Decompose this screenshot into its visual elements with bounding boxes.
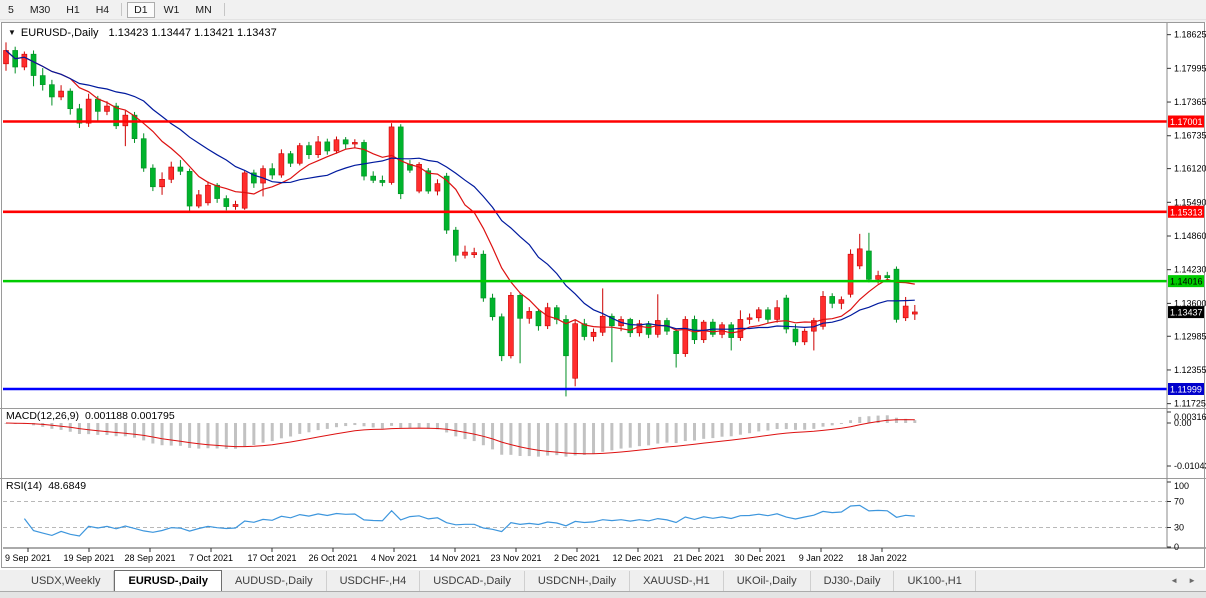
date-label: 23 Nov 2021	[490, 553, 541, 563]
date-label: 12 Dec 2021	[612, 553, 663, 563]
hlines-layer: 1.17001 1.15313 1.14016 1.11999 1.13437	[3, 115, 1205, 395]
timeframe-button-d1[interactable]: D1	[127, 1, 155, 18]
date-label: 18 Jan 2022	[857, 553, 907, 563]
svg-text:1.17001: 1.17001	[1170, 117, 1203, 127]
svg-text:1.17365: 1.17365	[1174, 97, 1206, 107]
svg-text:1.11725: 1.11725	[1174, 399, 1206, 409]
svg-text:1.11999: 1.11999	[1170, 384, 1202, 394]
macd-layer	[4, 415, 917, 457]
tab-usdchf-h4[interactable]: USDCHF-,H4	[327, 571, 421, 591]
svg-text:1.12355: 1.12355	[1174, 365, 1206, 375]
tab-xauusd-h1[interactable]: XAUUSD-,H1	[630, 571, 724, 591]
toolbar-separator	[223, 3, 225, 16]
rsi-name: RSI(14)	[6, 480, 43, 492]
tab-eurusd-daily[interactable]: EURUSD-,Daily	[114, 570, 222, 591]
timeframe-toolbar: 5 M30 H1 H4 D1 W1 MN	[0, 0, 1206, 20]
chart-plot-area[interactable]	[3, 28, 1167, 408]
tab-ukoil-daily[interactable]: UKOil-,Daily	[724, 571, 811, 591]
date-label: 30 Dec 2021	[734, 553, 785, 563]
fast-ma-line	[5, 49, 915, 334]
svg-text:1.13437: 1.13437	[1170, 308, 1203, 318]
chart-title: ▼ EURUSD-,Daily 1.13423 1.13447 1.13421 1.…	[8, 27, 277, 39]
date-label: 21 Dec 2021	[673, 553, 724, 563]
date-label: 7 Oct 2021	[189, 553, 233, 563]
chart-ohlc-values: 1.13423 1.13447 1.13421 1.13437	[108, 27, 277, 39]
timeframe-button-m30[interactable]: M30	[29, 3, 51, 16]
svg-text:-0.01043: -0.01043	[1174, 461, 1206, 471]
price-axis-layer: 1.18625 1.17995 1.17365 1.16735 1.16120 1.154…	[1167, 30, 1206, 552]
date-label: 14 Nov 2021	[429, 553, 480, 563]
svg-text:70: 70	[1174, 497, 1184, 507]
rsi-line	[23, 504, 915, 537]
timeframe-button-5[interactable]: 5	[8, 3, 14, 16]
date-label: 28 Sep 2021	[124, 553, 175, 563]
toolbar-separator	[121, 3, 123, 16]
rsi-value: 48.6849	[48, 480, 87, 492]
svg-text:1.14230: 1.14230	[1174, 265, 1206, 275]
date-label: 17 Oct 2021	[247, 553, 296, 563]
rsi-indicator-label: RSI(14) 48.6849	[6, 480, 86, 492]
svg-text:0: 0	[1174, 542, 1179, 552]
chart-window: 1.17001 1.15313 1.14016 1.11999 1.13437 1.186…	[0, 22, 1206, 570]
chart-canvas[interactable]: 1.170011.153131.140161.119991.134371.186…	[0, 22, 1206, 570]
macd-indicator-label: MACD(12,26,9) 0.001188 0.001795	[6, 410, 175, 422]
chart-menu-arrow-icon[interactable]: ▼	[8, 28, 16, 37]
slow-ma-line	[5, 49, 915, 332]
svg-text:0.003165: 0.003165	[1174, 412, 1206, 422]
rsi-layer	[3, 501, 1167, 537]
svg-text:30: 30	[1174, 523, 1184, 533]
hline-1.14016-badge	[1168, 275, 1205, 288]
svg-text:1.14016: 1.14016	[1170, 277, 1203, 287]
svg-text:1.17995: 1.17995	[1174, 63, 1206, 73]
symbol-tab-bar: USDX,Weekly EURUSD-,Daily AUDUSD-,Daily USD…	[0, 570, 1206, 591]
tab-dj30-daily[interactable]: DJ30-,Daily	[811, 571, 895, 591]
tab-audusd-daily[interactable]: AUDUSD-,Daily	[222, 571, 327, 591]
svg-text:1.12985: 1.12985	[1174, 331, 1206, 341]
macd-signal-line	[5, 419, 915, 455]
tab-usdcnh-daily[interactable]: USDCNH-,Daily	[525, 571, 631, 591]
tab-scroll-right-icon[interactable]: ►	[1188, 576, 1196, 585]
timeframe-button-w1[interactable]: W1	[163, 3, 180, 16]
bottom-status-strip	[0, 591, 1206, 598]
svg-text:1.15313: 1.15313	[1170, 207, 1203, 217]
date-label: 19 Sep 2021	[63, 553, 114, 563]
svg-text:1.16120: 1.16120	[1174, 164, 1206, 174]
tab-usdx-weekly[interactable]: USDX,Weekly	[18, 571, 115, 591]
tab-uk100-h1[interactable]: UK100-,H1	[894, 571, 976, 591]
hline-1.15313-badge	[1168, 205, 1205, 218]
date-label: 26 Oct 2021	[308, 553, 357, 563]
date-label: 2 Dec 2021	[554, 553, 600, 563]
svg-text:1.14860: 1.14860	[1174, 231, 1206, 241]
date-label: 4 Nov 2021	[371, 553, 417, 563]
timeframe-button-h4[interactable]: H4	[95, 3, 110, 16]
timeframe-button-mn[interactable]: MN	[195, 3, 212, 16]
timeframe-button-h1[interactable]: H1	[66, 3, 80, 16]
svg-text:0.00: 0.00	[1174, 418, 1192, 428]
macd-name: MACD(12,26,9)	[6, 410, 79, 422]
hline-1.11999-badge	[1168, 382, 1205, 395]
tab-scroll-arrows: ◄ ►	[1170, 570, 1196, 591]
macd-values: 0.001188 0.001795	[84, 410, 175, 422]
frame-layer	[0, 22, 1206, 568]
svg-text:1.13600: 1.13600	[1174, 298, 1206, 308]
svg-text:1.16735: 1.16735	[1174, 131, 1206, 141]
current-price-badge	[1168, 306, 1205, 319]
time-axis-layer: 9 Sep 2021 19 Sep 2021 28 Sep 2021 7 Oct 20…	[5, 548, 907, 563]
date-label: 9 Sep 2021	[5, 553, 51, 563]
svg-text:1.15490: 1.15490	[1174, 197, 1206, 207]
svg-text:1.18625: 1.18625	[1174, 30, 1206, 40]
date-label: 9 Jan 2022	[799, 553, 844, 563]
tab-usdcad-daily[interactable]: USDCAD-,Daily	[420, 571, 525, 591]
svg-text:100: 100	[1174, 481, 1189, 491]
tab-scroll-left-icon[interactable]: ◄	[1170, 576, 1179, 585]
chart-symbol-label: EURUSD-,Daily	[20, 27, 99, 39]
hline-1.17001-badge	[1168, 115, 1205, 128]
